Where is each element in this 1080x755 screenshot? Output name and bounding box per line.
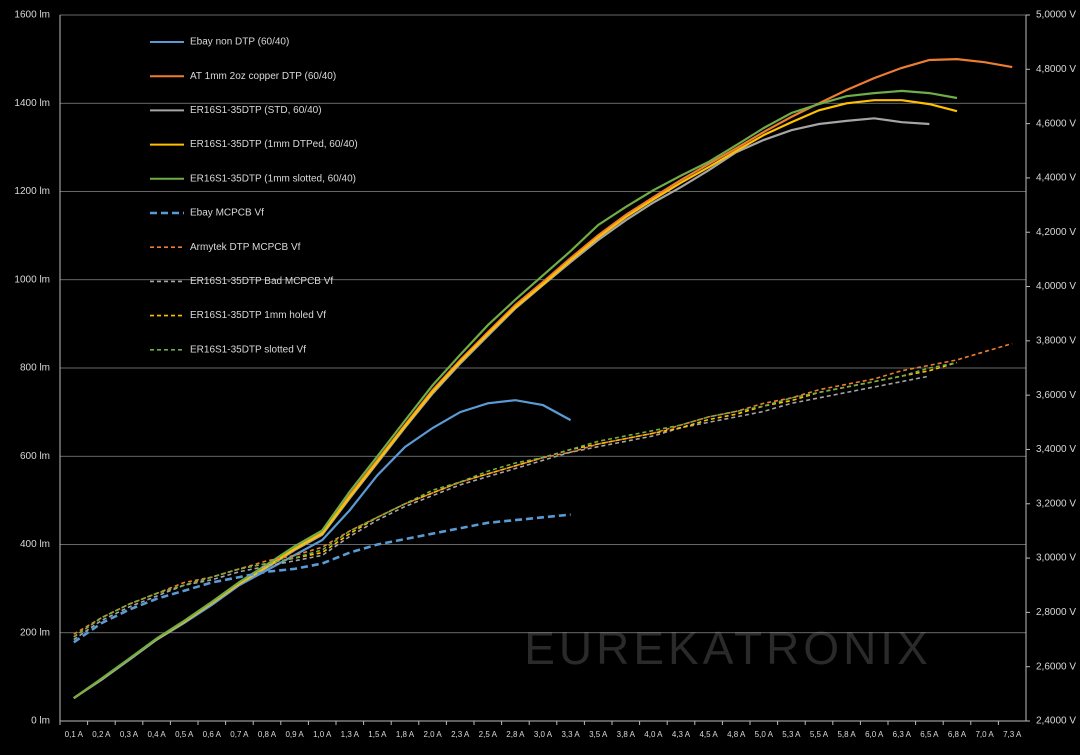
x-tick-label: 4,3 A bbox=[672, 730, 691, 739]
y-tick-label: 400 lm bbox=[20, 539, 50, 550]
x-tick-label: 2,5 A bbox=[479, 730, 498, 739]
y-tick-label: 200 lm bbox=[20, 627, 50, 638]
x-tick-label: 0,9 A bbox=[285, 730, 304, 739]
x-tick-label: 5,5 A bbox=[810, 730, 829, 739]
y2-tick-label: 3,4000 V bbox=[1036, 444, 1076, 455]
x-tick-label: 5,3 A bbox=[782, 730, 801, 739]
series-line bbox=[73, 117, 930, 700]
x-tick-label: 0,2 A bbox=[92, 730, 111, 739]
series-line bbox=[73, 89, 958, 699]
series-line bbox=[73, 361, 958, 638]
y2-tick-label: 4,2000 V bbox=[1036, 227, 1076, 238]
x-tick-label: 7,0 A bbox=[975, 730, 994, 739]
x-tick-label: 1,5 A bbox=[368, 730, 387, 739]
y2-tick-label: 3,2000 V bbox=[1036, 498, 1076, 509]
x-tick-label: 6,3 A bbox=[893, 730, 912, 739]
x-tick-label: 0,7 A bbox=[230, 730, 249, 739]
x-tick-label: 6,5 A bbox=[920, 730, 939, 739]
y-tick-label: 1400 lm bbox=[14, 98, 50, 109]
y-tick-label: 1600 lm bbox=[14, 10, 50, 21]
legend-label: AT 1mm 2oz copper DTP (60/40) bbox=[190, 71, 336, 82]
series-line bbox=[73, 513, 571, 644]
x-tick-label: 5,0 A bbox=[755, 730, 774, 739]
y2-tick-label: 2,4000 V bbox=[1036, 716, 1076, 727]
x-tick-label: 3,0 A bbox=[534, 730, 553, 739]
x-tick-label: 1,3 A bbox=[341, 730, 360, 739]
x-tick-label: 2,0 A bbox=[423, 730, 442, 739]
y-tick-label: 1200 lm bbox=[14, 186, 50, 197]
legend-label: Ebay MCPCB Vf bbox=[190, 208, 264, 219]
y2-tick-label: 4,8000 V bbox=[1036, 64, 1076, 75]
x-tick-label: 4,5 A bbox=[699, 730, 718, 739]
legend-label: ER16S1-35DTP Bad MCPCB Vf bbox=[190, 276, 333, 287]
x-tick-label: 3,8 A bbox=[617, 730, 636, 739]
y2-tick-label: 2,8000 V bbox=[1036, 607, 1076, 618]
legend-label: ER16S1-35DTP (STD, 60/40) bbox=[190, 105, 322, 116]
y-tick-label: 800 lm bbox=[20, 363, 50, 374]
x-tick-label: 6,8 A bbox=[948, 730, 967, 739]
y2-tick-label: 3,8000 V bbox=[1036, 335, 1076, 346]
x-tick-label: 2,8 A bbox=[506, 730, 525, 739]
x-tick-label: 4,0 A bbox=[644, 730, 663, 739]
y2-tick-label: 4,4000 V bbox=[1036, 173, 1076, 184]
y2-tick-label: 4,6000 V bbox=[1036, 118, 1076, 129]
x-tick-label: 2,3 A bbox=[451, 730, 470, 739]
x-tick-label: 5,8 A bbox=[837, 730, 856, 739]
y2-tick-label: 5,0000 V bbox=[1036, 10, 1076, 21]
x-tick-label: 0,4 A bbox=[147, 730, 166, 739]
legend-label: Ebay non DTP (60/40) bbox=[190, 37, 289, 48]
x-tick-label: 7,3 A bbox=[1003, 730, 1022, 739]
y2-tick-label: 4,0000 V bbox=[1036, 281, 1076, 292]
x-tick-label: 0,5 A bbox=[175, 730, 194, 739]
legend-label: ER16S1-35DTP (1mm DTPed, 60/40) bbox=[190, 139, 358, 150]
legend-label: ER16S1-35DTP (1mm slotted, 60/40) bbox=[190, 173, 356, 184]
series-line bbox=[73, 361, 958, 638]
x-tick-label: 3,5 A bbox=[589, 730, 608, 739]
x-tick-label: 1,8 A bbox=[396, 730, 415, 739]
legend-label: Armytek DTP MCPCB Vf bbox=[190, 242, 301, 253]
x-tick-label: 0,3 A bbox=[120, 730, 139, 739]
x-tick-label: 3,3 A bbox=[561, 730, 580, 739]
series-line bbox=[73, 375, 930, 641]
legend-label: ER16S1-35DTP 1mm holed Vf bbox=[190, 310, 326, 321]
x-tick-label: 6,0 A bbox=[865, 730, 884, 739]
y-tick-label: 1000 lm bbox=[14, 274, 50, 285]
y2-tick-label: 3,6000 V bbox=[1036, 390, 1076, 401]
y2-tick-label: 3,0000 V bbox=[1036, 553, 1076, 564]
x-tick-label: 0,1 A bbox=[65, 730, 84, 739]
x-tick-label: 1,0 A bbox=[313, 730, 332, 739]
x-tick-label: 0,6 A bbox=[203, 730, 222, 739]
y2-tick-label: 2,6000 V bbox=[1036, 661, 1076, 672]
x-tick-label: 4,8 A bbox=[727, 730, 746, 739]
y-tick-label: 600 lm bbox=[20, 451, 50, 462]
y-tick-label: 0 lm bbox=[31, 716, 50, 727]
watermark: EUREKATRONIX bbox=[524, 622, 932, 674]
x-tick-label: 0,8 A bbox=[258, 730, 277, 739]
series-line bbox=[73, 399, 572, 700]
legend-label: ER16S1-35DTP slotted Vf bbox=[190, 344, 306, 355]
